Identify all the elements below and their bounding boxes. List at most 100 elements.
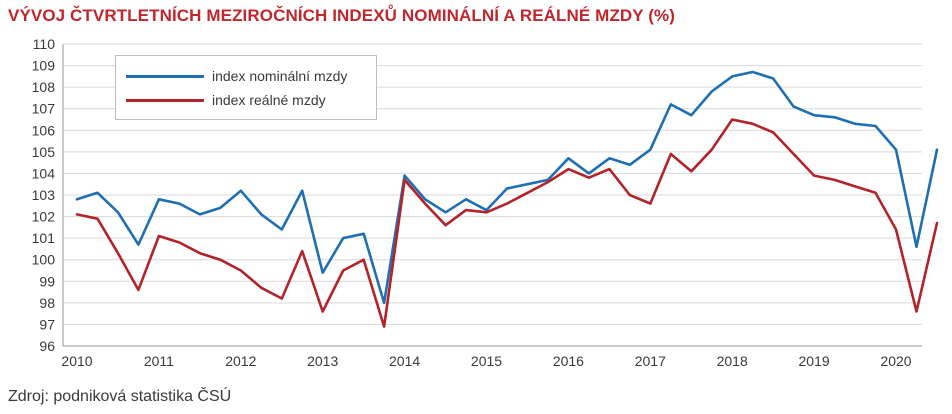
data-point-real: [772, 131, 774, 134]
data-point-real: [669, 153, 672, 155]
data-point-real: [915, 310, 918, 313]
data-point-nominal: [485, 209, 488, 211]
data-point-real: [485, 211, 488, 214]
y-tick-labels: 96 97 98 99 100 101 102 103 104 105 106 107 108 109 11…: [32, 36, 56, 354]
data-point-nominal: [772, 77, 774, 80]
x-tick-label: 2016: [553, 353, 584, 369]
data-point-real: [199, 252, 201, 255]
data-point-real: [383, 325, 385, 328]
data-point-real: [731, 118, 733, 121]
series-lines: [75, 70, 939, 328]
y-tick-label: 107: [32, 101, 56, 117]
data-point-real: [833, 179, 836, 181]
data-point-real: [117, 252, 119, 255]
y-tick-label: 99: [39, 273, 55, 289]
data-point-nominal: [342, 237, 344, 239]
data-point-real: [362, 258, 365, 261]
data-point-nominal: [117, 211, 119, 214]
source-note: Zdroj: podniková statistika ČSÚ: [8, 388, 232, 405]
data-point-real: [76, 213, 78, 216]
x-tick-label: 2017: [635, 353, 666, 369]
data-point-real: [506, 202, 508, 205]
data-point-nominal: [833, 116, 836, 119]
data-point-nominal: [792, 105, 795, 108]
x-tick-labels: 2010 2011 2012 2013 2014 2015 2016 2017 2018 2019…: [61, 353, 911, 369]
y-tick-label: 104: [32, 165, 56, 181]
data-point-nominal: [383, 302, 385, 304]
legend-label-nominal: index nominální mzdy: [212, 68, 348, 84]
x-tick-label: 2018: [717, 353, 748, 369]
y-tick-label: 97: [39, 316, 55, 332]
x-tick-label: 2015: [471, 353, 502, 369]
data-point-nominal: [321, 271, 324, 274]
legend-item-nominal: index nominální mzdy: [126, 68, 347, 84]
data-point-real: [301, 250, 304, 252]
legend-label-real: index reálné mzdy: [212, 92, 326, 108]
data-point-real: [424, 202, 426, 205]
y-tick-label: 96: [39, 338, 55, 354]
data-point-real: [588, 176, 590, 179]
y-tick-label: 98: [39, 295, 55, 311]
data-point-nominal: [219, 207, 222, 209]
y-tick-label: 102: [32, 209, 56, 225]
data-point-nominal: [915, 245, 918, 248]
data-point-nominal: [854, 123, 856, 125]
data-point-real: [240, 269, 242, 272]
data-point-real: [792, 153, 795, 155]
data-point-nominal: [567, 157, 570, 160]
legend: index nominální mzdy index reálné mzdy: [115, 55, 377, 120]
data-point-nominal: [362, 233, 365, 235]
data-point-nominal: [731, 75, 733, 78]
data-point-real: [936, 222, 938, 224]
data-point-nominal: [588, 172, 590, 175]
series-line-real: [75, 118, 939, 328]
data-point-real: [895, 228, 897, 231]
data-point-nominal: [424, 198, 426, 201]
chart-title: VÝVOJ ČTVRTLETNÍCH MEZIROČNÍCH INDEXŮ NO…: [8, 6, 675, 25]
data-point-nominal: [895, 148, 897, 151]
x-tick-label: 2019: [799, 353, 830, 369]
data-point-nominal: [629, 164, 631, 166]
data-point-nominal: [649, 148, 652, 151]
data-point-nominal: [158, 198, 160, 201]
data-point-real: [854, 185, 856, 188]
data-point-real: [567, 168, 570, 170]
legend-item-real: index reálné mzdy: [126, 92, 326, 108]
data-point-real: [526, 192, 529, 194]
data-point-nominal: [199, 213, 201, 216]
y-tick-label: 105: [32, 144, 56, 160]
x-tick-label: 2014: [389, 353, 420, 369]
data-point-nominal: [690, 114, 693, 116]
y-tick-label: 101: [32, 230, 56, 246]
data-point-nominal: [76, 198, 78, 201]
data-point-real: [321, 310, 324, 313]
data-point-nominal: [240, 189, 242, 192]
data-point-real: [158, 235, 160, 237]
data-point-nominal: [710, 90, 713, 93]
data-point-real: [219, 258, 222, 261]
data-point-real: [260, 286, 263, 289]
data-point-nominal: [669, 103, 672, 106]
x-tick-label: 2011: [144, 353, 174, 369]
data-point-nominal: [260, 213, 263, 216]
y-tick-label: 109: [32, 58, 56, 74]
data-point-nominal: [280, 228, 283, 231]
data-point-nominal: [874, 125, 877, 127]
data-point-real: [690, 170, 693, 173]
legend-swatch-real: [126, 98, 204, 102]
data-point-nominal: [178, 202, 181, 205]
data-point-real: [137, 289, 140, 291]
data-point-real: [465, 209, 467, 211]
x-tick-label: 2013: [307, 353, 338, 369]
y-tick-label: 100: [32, 252, 56, 268]
x-tick-label: 2010: [61, 353, 92, 369]
data-point-nominal: [301, 189, 304, 192]
data-point-real: [178, 241, 181, 244]
data-point-real: [874, 192, 877, 194]
data-point-real: [342, 269, 344, 272]
data-point-nominal: [137, 243, 140, 246]
data-point-nominal: [506, 187, 508, 190]
data-point-real: [280, 297, 283, 300]
data-point-real: [710, 148, 713, 151]
data-point-real: [547, 181, 549, 183]
